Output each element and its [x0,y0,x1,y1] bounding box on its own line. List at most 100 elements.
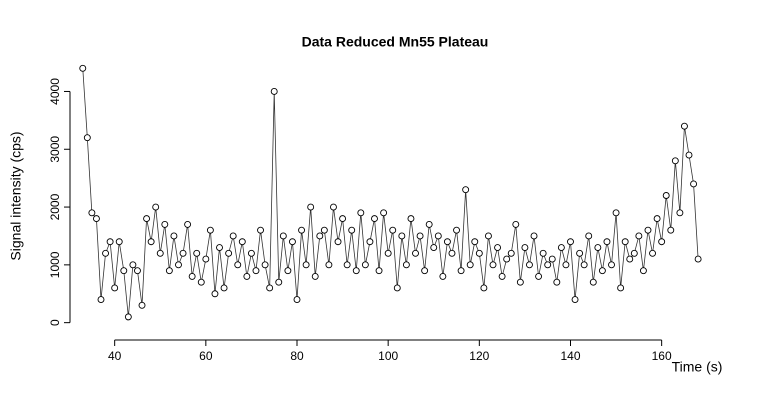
x-tick-label: 60 [199,349,213,363]
data-point [626,255,634,263]
data-point [612,209,620,217]
data-point [266,284,274,292]
data-point [393,284,401,292]
data-point [243,272,251,280]
data-point [526,261,533,269]
data-point [380,209,388,217]
data-point [352,267,360,275]
data-point [238,238,246,246]
data-point [503,255,511,263]
data-point [234,261,242,269]
data-point [453,226,460,234]
data-point [156,249,164,257]
chart-title: Data Reduced Mn55 Plateau [302,34,489,50]
data-point [567,238,574,246]
data-point [311,272,319,280]
data-point [658,238,666,246]
data-point [535,272,543,280]
data-point [694,255,702,263]
data-point [480,284,488,292]
data-point [279,232,287,240]
data-point [211,290,219,298]
data-point [402,261,410,269]
data-point [507,249,515,257]
data-point [621,238,629,246]
data-point [603,238,611,246]
x-axis-label: Time (s) [672,359,723,375]
data-point [407,215,415,223]
data-point [544,261,552,269]
data-point [120,267,128,275]
data-point [530,232,538,240]
data-point [366,238,374,246]
data-point [143,215,151,223]
data-point [330,203,337,211]
data-point [257,226,264,234]
data-point [216,244,223,251]
y-tick-label: 1000 [48,251,62,278]
data-point [115,238,123,246]
data-point [412,249,419,257]
data-point [443,238,451,246]
data-point [252,267,260,275]
data-point [147,238,155,246]
data-point [639,267,647,275]
data-point [138,301,146,309]
data-point [288,238,296,246]
data-point [179,249,187,257]
data-point [275,278,283,286]
data-point [202,255,210,263]
data-point [439,272,447,280]
data-point [152,203,160,211]
data-point [129,261,137,269]
data-point [302,261,310,269]
data-point [124,313,132,321]
data-point [165,267,173,275]
data-point [293,296,301,303]
data-point [170,232,178,240]
data-point [111,284,119,292]
data-point [576,249,584,257]
data-point [106,238,114,246]
data-point [484,232,492,240]
data-point [325,261,333,269]
x-tick-label: 100 [378,349,398,363]
data-point [430,244,438,251]
data-point [175,261,182,269]
data-point [671,157,679,165]
data-point [161,220,169,228]
data-point [512,220,520,228]
x-tick-label: 120 [469,349,489,363]
data-point [229,232,237,240]
data-point [667,226,675,234]
data-line [82,68,699,317]
data-point [680,122,688,130]
data-point [193,249,201,257]
data-point [97,296,105,303]
data-point [690,180,698,188]
data-point [585,232,593,240]
data-point [184,220,192,228]
data-point [457,267,465,275]
data-point [635,232,643,240]
data-point [320,226,328,234]
data-point [225,249,233,257]
data-point [594,244,602,251]
data-point [416,232,424,240]
data-point [462,186,470,194]
data-point [571,296,579,303]
data-point [580,261,588,269]
data-point [188,272,196,280]
data-point [557,244,565,251]
data-point [649,249,656,257]
data-point [548,255,556,263]
data-point [425,220,433,228]
data-point [339,215,347,223]
data-point [284,267,292,275]
data-point [498,272,506,280]
x-tick-label: 80 [290,349,304,363]
data-point [489,261,497,269]
data-point [644,226,652,234]
data-point [206,226,214,234]
